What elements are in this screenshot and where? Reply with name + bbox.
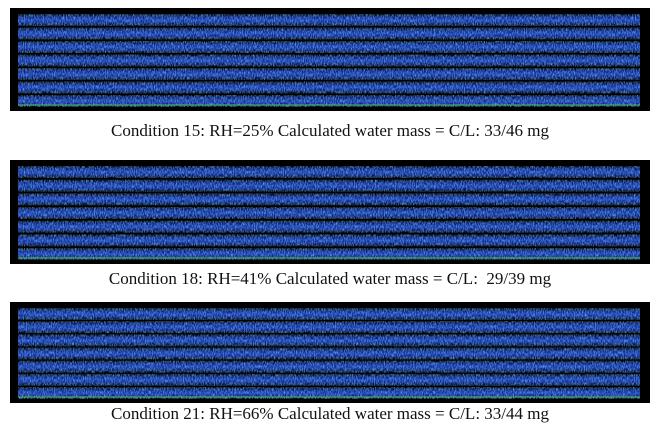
water-channel-noise	[18, 179, 640, 192]
water-channel-noise	[18, 334, 640, 347]
panel: Condition 21: RH=66% Calculated water ma…	[10, 302, 650, 423]
water-channel-noise	[18, 387, 640, 399]
caption: Condition 15: RH=25% Calculated water ma…	[111, 121, 549, 140]
water-channel-noise	[18, 166, 640, 178]
water-channel-noise	[18, 81, 640, 94]
water-channel-noise	[18, 14, 640, 26]
neutron-image	[10, 160, 650, 264]
panel: Condition 18: RH=41% Calculated water ma…	[10, 160, 650, 288]
water-channel-noise	[18, 360, 640, 373]
panel: Condition 15: RH=25% Calculated water ma…	[10, 8, 650, 140]
water-channel-noise	[18, 54, 640, 67]
water-channel-noise	[18, 220, 640, 233]
neutron-image	[10, 302, 650, 403]
water-channel-noise	[18, 68, 640, 80]
water-channel-noise	[18, 207, 640, 219]
neutron-image	[10, 8, 650, 111]
water-channel-noise	[18, 193, 640, 206]
caption: Condition 21: RH=66% Calculated water ma…	[111, 404, 549, 423]
water-channel-noise	[18, 41, 640, 53]
water-channel-noise	[18, 321, 640, 334]
water-channel-noise	[18, 248, 640, 260]
water-channel-noise	[18, 373, 640, 386]
water-channel-noise	[18, 234, 640, 247]
caption: Condition 18: RH=41% Calculated water ma…	[109, 269, 552, 288]
water-channel-noise	[18, 308, 640, 320]
water-channel-noise	[18, 27, 640, 40]
water-channel-noise	[18, 347, 640, 360]
water-channel-noise	[18, 95, 640, 107]
